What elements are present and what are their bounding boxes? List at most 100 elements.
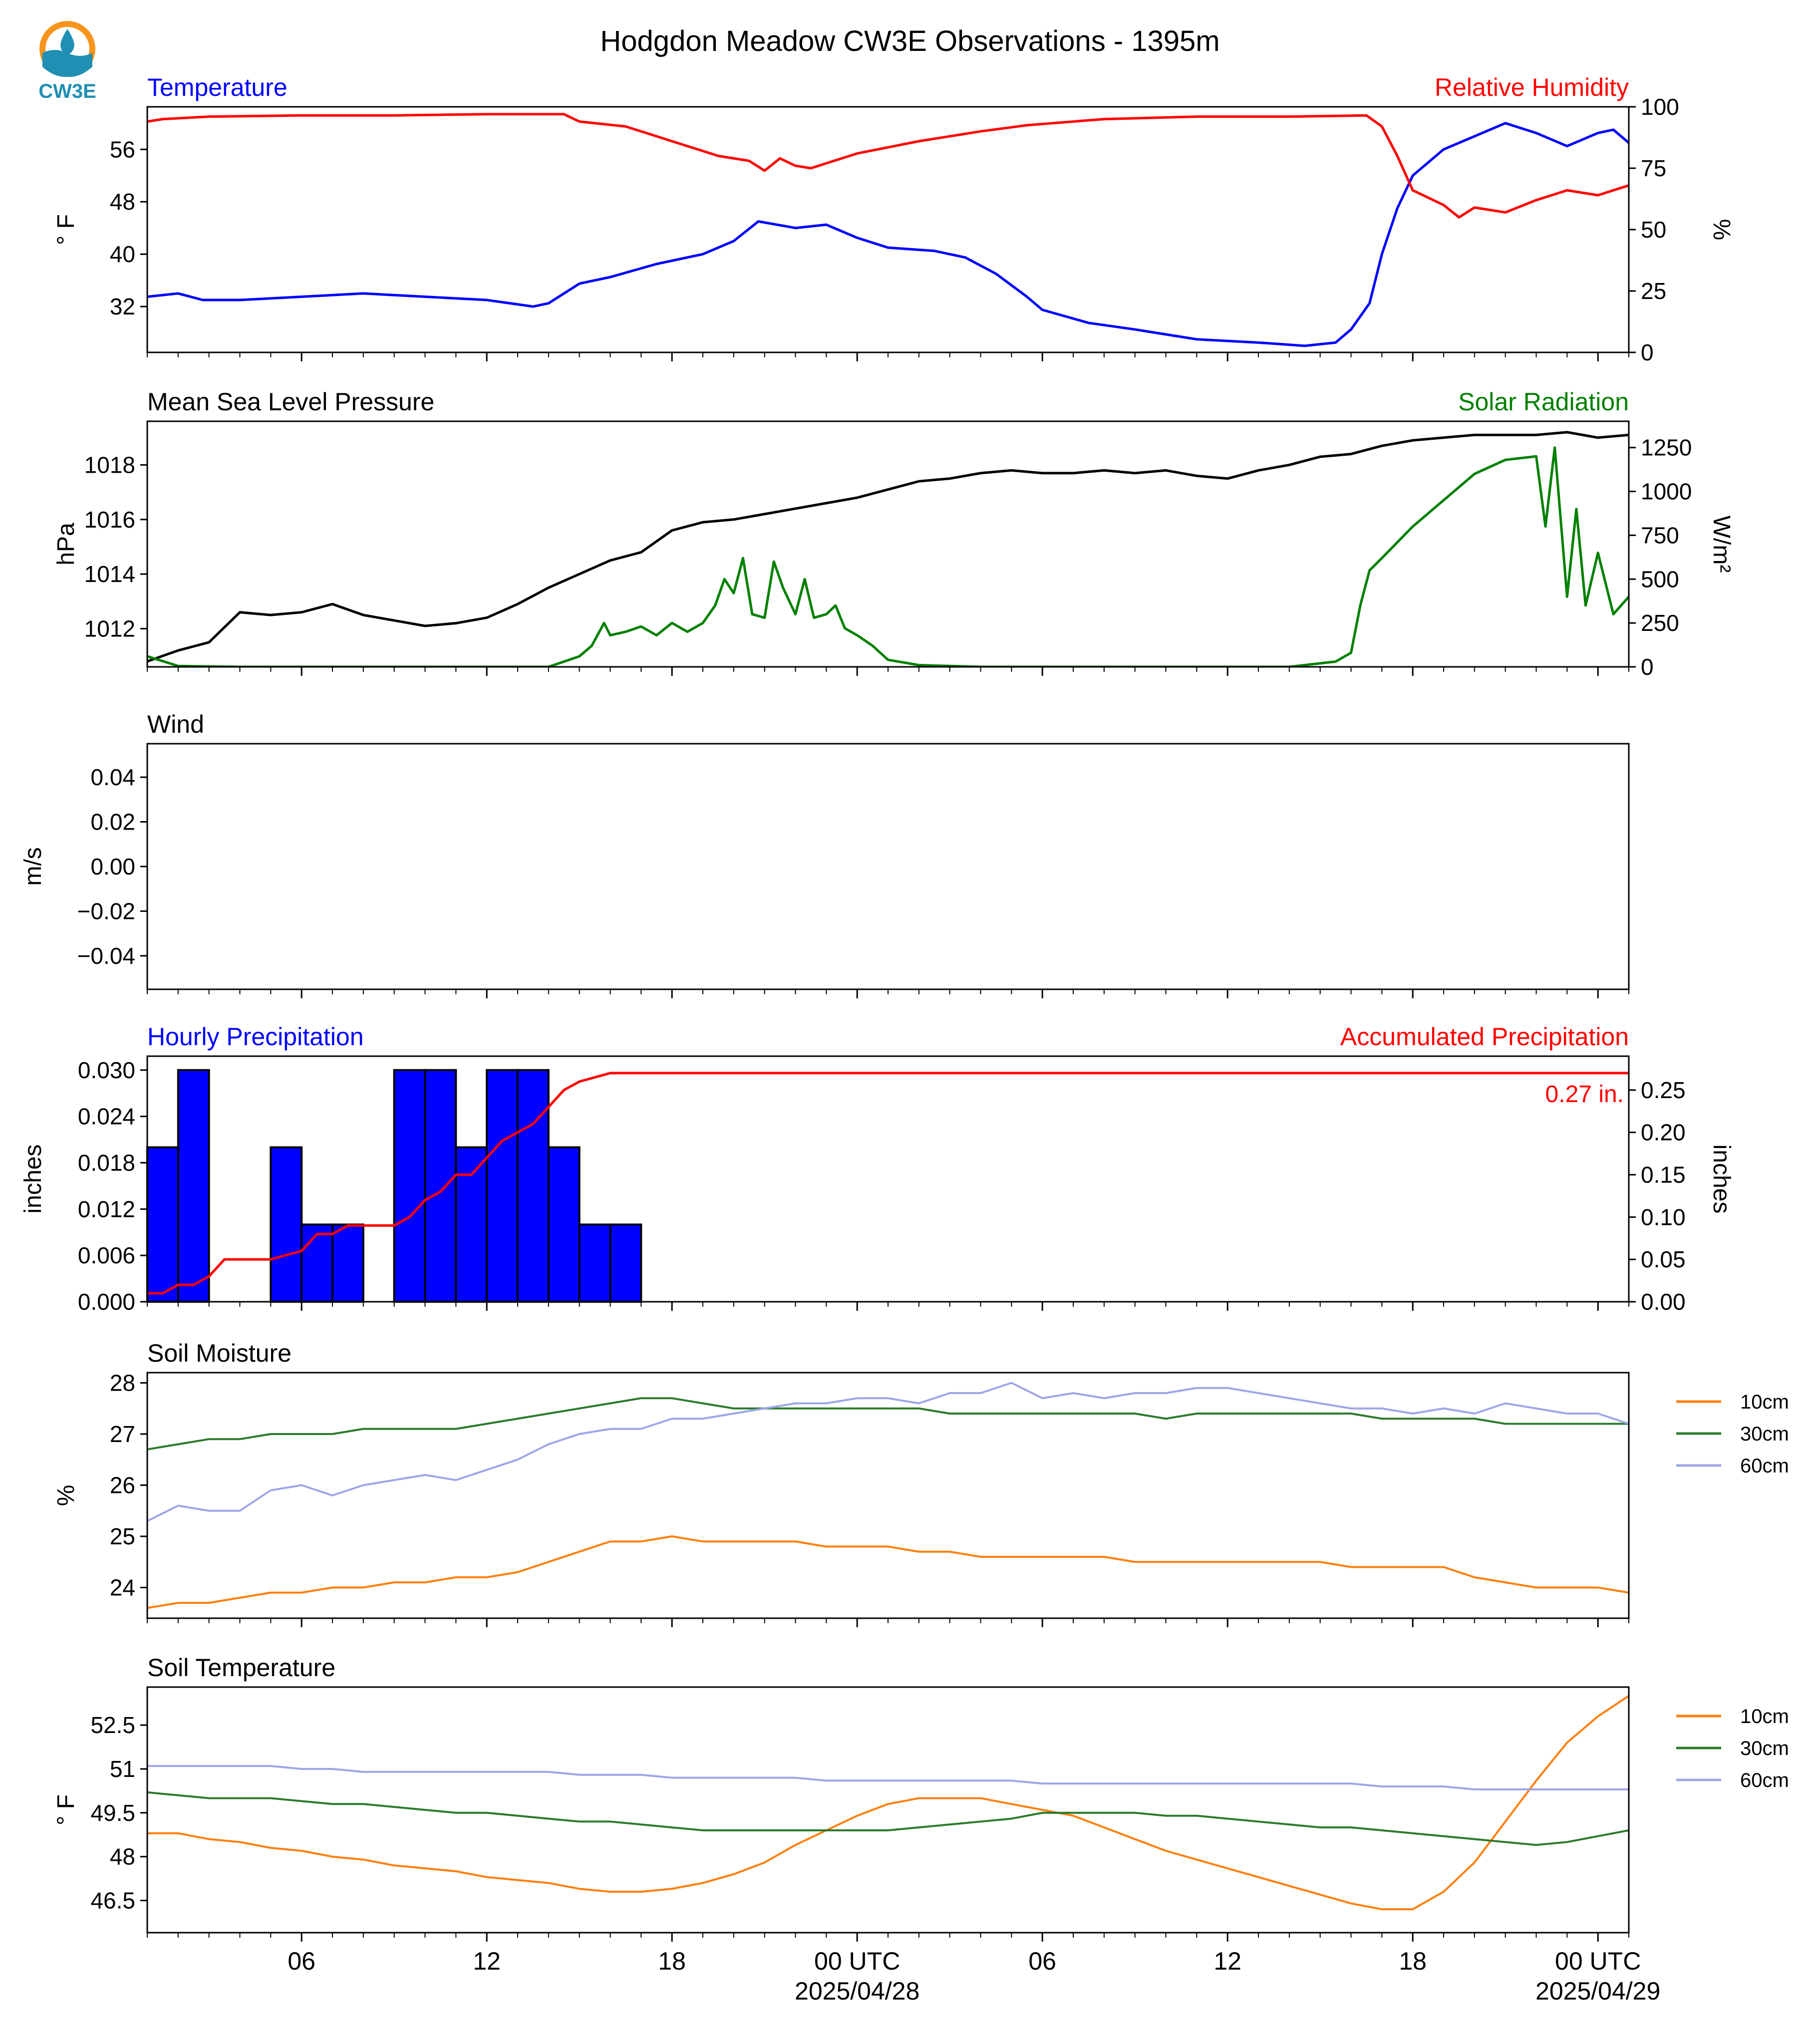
y2-tick-label: 250 (1641, 610, 1679, 636)
x-tick-label: 06 (1028, 1947, 1056, 1975)
series-line-60cm (147, 1765, 1629, 1790)
y-tick-label: 0.006 (78, 1242, 135, 1268)
figure-title: Hodgdon Meadow CW3E Observations - 1395m (600, 25, 1219, 57)
precip-bar (301, 1223, 334, 1303)
legend-label: 30cm (1740, 1738, 1789, 1759)
y-tick-label: 49.5 (90, 1800, 135, 1826)
y-axis-label: inches (20, 1145, 46, 1214)
legend-label: 10cm (1740, 1706, 1789, 1728)
panel-frame (146, 1055, 1630, 1303)
precip-bar (393, 1069, 426, 1303)
series-line-60cm (147, 1382, 1629, 1522)
y-tick-label: 27 (110, 1421, 135, 1447)
y2-tick-label: 1250 (1641, 435, 1692, 461)
x-tick-label: 00 UTC (1555, 1947, 1641, 1975)
precip-bar (578, 1223, 611, 1303)
series-line-10cm (147, 1695, 1629, 1911)
precip-bar (609, 1223, 642, 1303)
y-tick-label: 1014 (84, 561, 135, 587)
precip-bar (517, 1069, 550, 1303)
y-tick-label: 0.030 (78, 1057, 135, 1083)
y2-tick-label: 25 (1641, 278, 1666, 304)
cw3e-logo: CW3E (30, 18, 105, 103)
y-tick-label: 32 (110, 293, 135, 319)
logo-drop-icon (60, 29, 74, 54)
y-axis-label: m/s (20, 847, 46, 885)
legend-label: 10cm (1740, 1391, 1789, 1413)
y2-tick-label: 0.00 (1641, 1289, 1686, 1315)
panel-frame (146, 1372, 1630, 1619)
y-tick-label: 0.012 (78, 1196, 135, 1222)
logo-text: CW3E (38, 80, 96, 102)
legend-label: 60cm (1740, 1455, 1789, 1477)
y-tick-label: 0.00 (90, 854, 135, 879)
panel-left-title: Wind (147, 710, 204, 738)
y2-tick-label: 0 (1641, 339, 1654, 365)
y-tick-label: 46.5 (90, 1888, 135, 1914)
x-tick-label: 06 (288, 1947, 315, 1975)
x-tick-label: 18 (1399, 1947, 1427, 1975)
panel-frame (146, 420, 1630, 668)
y2-tick-label: 0 (1641, 654, 1654, 680)
y-tick-label: 1018 (84, 452, 135, 478)
series-line-30cm (147, 1791, 1629, 1846)
y2-tick-label: 100 (1641, 94, 1679, 120)
series-line-0 (147, 122, 1629, 347)
panel-right-title: Relative Humidity (1435, 73, 1629, 101)
y-tick-label: 28 (110, 1370, 135, 1396)
panel-left-title: Soil Temperature (147, 1654, 335, 1682)
y-tick-label: 51 (110, 1756, 135, 1782)
logo-wave-icon (42, 50, 92, 77)
accum-precip-line (147, 1072, 1629, 1295)
panel-right-title: Accumulated Precipitation (1340, 1023, 1629, 1051)
y2-axis-label: % (1708, 219, 1735, 241)
panel-left-title: Temperature (147, 73, 288, 101)
series-line-1 (147, 446, 1629, 667)
x-tick-label: 12 (1213, 1947, 1241, 1975)
precip-bar (331, 1223, 364, 1303)
y-tick-label: 56 (110, 136, 135, 162)
y-tick-label: −0.04 (77, 943, 135, 969)
y-tick-label: 26 (110, 1472, 135, 1498)
panel-frame (146, 106, 1630, 353)
legend-label: 30cm (1740, 1423, 1789, 1445)
panel-left-title: Hourly Precipitation (147, 1023, 364, 1051)
panel-left-title: Mean Sea Level Pressure (147, 388, 434, 416)
y2-tick-label: 1000 (1641, 479, 1692, 505)
panel-left-title: Soil Moisture (147, 1339, 292, 1367)
y-tick-label: 0.018 (78, 1150, 135, 1176)
y2-tick-label: 0.05 (1641, 1246, 1686, 1272)
y-tick-label: 40 (110, 241, 135, 267)
y2-tick-label: 50 (1641, 217, 1666, 243)
y-axis-label: hPa (53, 523, 79, 566)
y-tick-label: 0.000 (78, 1289, 135, 1315)
precip-bar (146, 1146, 179, 1303)
precip-bar (486, 1069, 519, 1303)
legend-label: 60cm (1740, 1769, 1789, 1791)
precip-bar (455, 1146, 488, 1303)
x-tick-label: 18 (658, 1947, 686, 1975)
y2-tick-label: 0.25 (1641, 1077, 1686, 1103)
y-tick-label: 0.024 (78, 1104, 135, 1130)
series-line-1 (147, 113, 1629, 219)
y2-axis-label: inches (1708, 1145, 1735, 1214)
precip-bar (424, 1069, 457, 1303)
x-tick-label: 12 (473, 1947, 501, 1975)
x-tick-date-label: 2025/04/29 (1535, 1977, 1660, 2005)
precip-bar (547, 1146, 581, 1303)
y-tick-label: 0.04 (90, 764, 135, 790)
y2-tick-label: 500 (1641, 566, 1679, 592)
y-axis-label: ° F (53, 214, 79, 245)
panel-right-title: Solar Radiation (1458, 388, 1629, 416)
precip-bar (270, 1146, 303, 1303)
x-tick-date-label: 2025/04/28 (795, 1977, 919, 2005)
y-tick-label: 52.5 (90, 1712, 135, 1738)
y-tick-label: 48 (110, 189, 135, 215)
y-tick-label: 48 (110, 1844, 135, 1870)
accum-annotation: 0.27 in. (1545, 1081, 1624, 1108)
y-tick-label: −0.02 (77, 898, 135, 924)
y-tick-label: 25 (110, 1523, 135, 1549)
y2-tick-label: 0.10 (1641, 1204, 1686, 1230)
precip-bar (177, 1069, 210, 1303)
